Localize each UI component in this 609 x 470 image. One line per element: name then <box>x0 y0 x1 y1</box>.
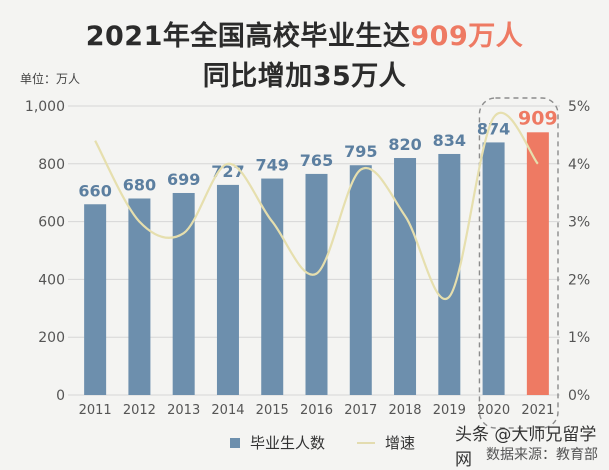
y2-tick-label: 3% <box>568 215 590 231</box>
y-tick-label: 800 <box>38 157 65 173</box>
y2-tick-label: 4% <box>568 157 590 173</box>
bar-value-label: 749 <box>256 156 289 175</box>
x-tick-label: 2011 <box>79 403 112 418</box>
y-tick-label: 600 <box>38 215 65 231</box>
bar-value-label: 909 <box>518 107 558 129</box>
y2-tick-label: 0% <box>568 388 590 404</box>
watermark-source: 数据来源：教育部 <box>486 447 598 463</box>
legend-line-label: 增速 <box>385 434 416 452</box>
legend-bar-label: 毕业生人数 <box>250 434 326 452</box>
bar-value-label: 680 <box>123 175 156 194</box>
title-prefix: 2021年全国高校毕业生达 <box>85 21 411 52</box>
y-tick-label: 1,000 <box>25 99 65 115</box>
bar-value-label: 699 <box>167 170 200 189</box>
title-line-1: 2021年全国高校毕业生达909万人 <box>0 14 609 53</box>
title-highlight: 909万人 <box>410 21 524 52</box>
bar <box>216 184 239 395</box>
bar <box>305 173 328 395</box>
y2-tick-label: 2% <box>568 272 590 288</box>
x-tick-label: 2015 <box>256 403 289 418</box>
bar <box>482 142 505 395</box>
bar <box>394 158 417 395</box>
bar <box>261 178 284 395</box>
legend-line-swatch <box>357 441 376 444</box>
bar <box>172 192 195 395</box>
unit-label: 单位：万人 <box>20 72 81 86</box>
x-tick-label: 2019 <box>433 403 466 418</box>
bar <box>128 198 151 395</box>
title-line-2: 同比增加35万人 <box>202 61 407 92</box>
legend: 毕业生人数 增速 <box>230 432 415 453</box>
y-tick-label: 0 <box>56 388 65 404</box>
growth-rate-line <box>94 111 539 301</box>
x-tick-label: 2020 <box>477 403 510 418</box>
bar-value-label: 820 <box>388 135 421 154</box>
x-tick-label: 2014 <box>211 403 244 418</box>
bar-value-label: 795 <box>344 142 377 161</box>
highlight-box <box>478 97 559 429</box>
x-tick-label: 2013 <box>167 403 200 418</box>
bar <box>349 165 372 395</box>
y2-tick-label: 5% <box>568 99 590 115</box>
x-tick-label: 2017 <box>344 403 377 418</box>
y2-tick-label: 1% <box>568 330 590 346</box>
bar-value-label: 834 <box>433 131 466 150</box>
legend-bar-swatch <box>230 437 240 448</box>
bar <box>438 153 461 395</box>
bar-value-label: 874 <box>477 119 510 138</box>
x-tick-label: 2016 <box>300 403 333 418</box>
x-tick-label: 2018 <box>388 403 421 418</box>
bar-value-label: 660 <box>78 181 111 200</box>
bar <box>526 132 549 395</box>
bar-value-label: 765 <box>300 151 333 170</box>
bar <box>84 204 107 395</box>
y-tick-label: 200 <box>38 330 65 346</box>
x-tick-label: 2012 <box>123 403 156 418</box>
y-tick-label: 400 <box>38 272 65 288</box>
x-tick-label: 2021 <box>521 403 554 418</box>
